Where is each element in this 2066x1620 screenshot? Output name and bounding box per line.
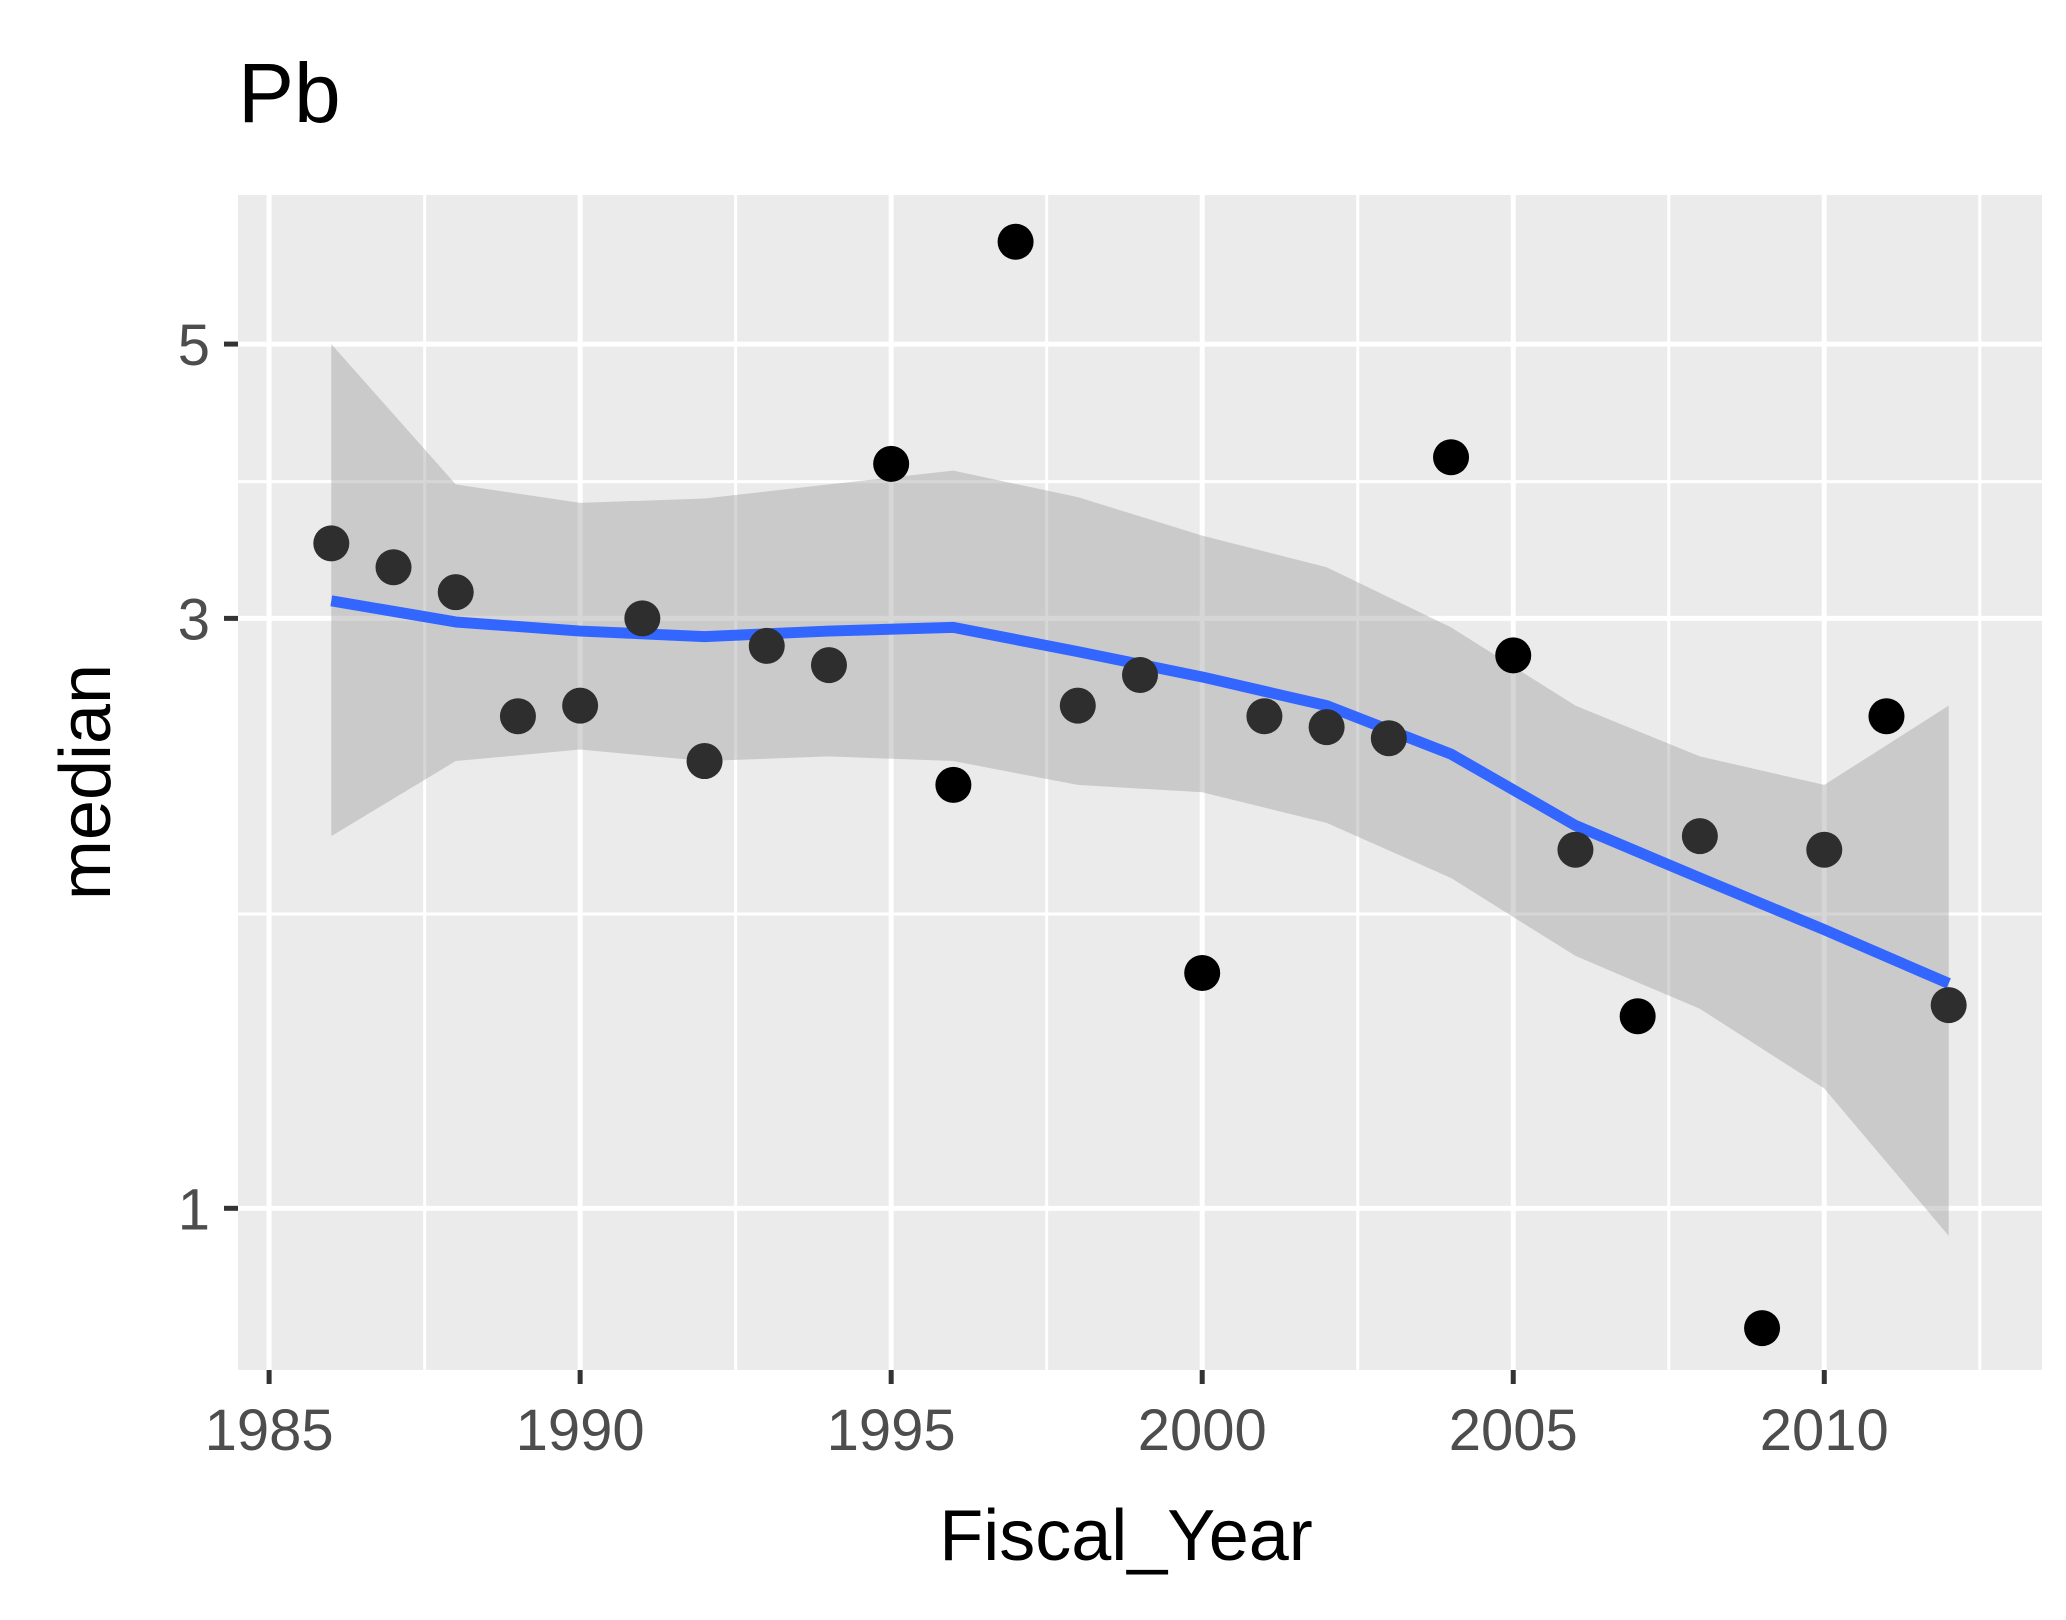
data-point bbox=[1495, 637, 1532, 674]
x-tick-label: 1990 bbox=[516, 1398, 645, 1463]
x-axis: 1985 1990 1995 2000 2005 2010 bbox=[205, 1370, 1889, 1463]
points-layer bbox=[313, 223, 1967, 1347]
chart-title: Pb bbox=[238, 46, 341, 140]
data-point bbox=[1806, 831, 1843, 868]
data-point bbox=[1059, 687, 1096, 724]
data-point bbox=[1868, 698, 1905, 735]
x-axis-title: Fiscal_Year bbox=[939, 1496, 1313, 1576]
data-point bbox=[1744, 1310, 1781, 1347]
x-tick-label: 1995 bbox=[827, 1398, 956, 1463]
data-point bbox=[375, 549, 412, 586]
x-tick-label: 2010 bbox=[1760, 1398, 1889, 1463]
data-point bbox=[1246, 698, 1283, 735]
data-point bbox=[1930, 987, 1967, 1024]
data-point bbox=[810, 647, 847, 684]
x-tick-label: 2000 bbox=[1138, 1398, 1267, 1463]
data-point bbox=[499, 698, 536, 735]
data-point bbox=[1122, 656, 1158, 693]
plot-panel bbox=[238, 195, 2042, 1370]
data-point bbox=[748, 627, 785, 664]
y-tick-label: 3 bbox=[178, 587, 210, 652]
data-point bbox=[1184, 954, 1221, 991]
y-axis: 1 3 5 bbox=[178, 313, 238, 1242]
data-point bbox=[1619, 998, 1656, 1035]
data-point bbox=[437, 574, 474, 611]
data-point bbox=[873, 445, 910, 482]
grid-major bbox=[238, 195, 2042, 1370]
data-point bbox=[935, 766, 972, 803]
data-point bbox=[1370, 720, 1407, 757]
confidence-band bbox=[331, 344, 1949, 1236]
confidence-band-layer bbox=[331, 344, 1949, 1236]
data-point bbox=[624, 600, 661, 637]
x-tick-label: 2005 bbox=[1449, 1398, 1578, 1463]
data-point bbox=[1433, 439, 1470, 476]
data-point bbox=[313, 525, 350, 562]
data-point bbox=[997, 223, 1034, 260]
grid-minor bbox=[238, 195, 2042, 1370]
data-point bbox=[562, 687, 599, 724]
y-axis-title: median bbox=[46, 664, 126, 900]
x-tick-label: 1985 bbox=[205, 1398, 334, 1463]
data-point bbox=[686, 743, 723, 780]
y-tick-label: 5 bbox=[178, 313, 210, 378]
data-point bbox=[1557, 831, 1594, 868]
y-tick-label: 1 bbox=[178, 1177, 210, 1242]
data-point bbox=[1681, 818, 1718, 855]
data-point bbox=[1308, 709, 1345, 746]
